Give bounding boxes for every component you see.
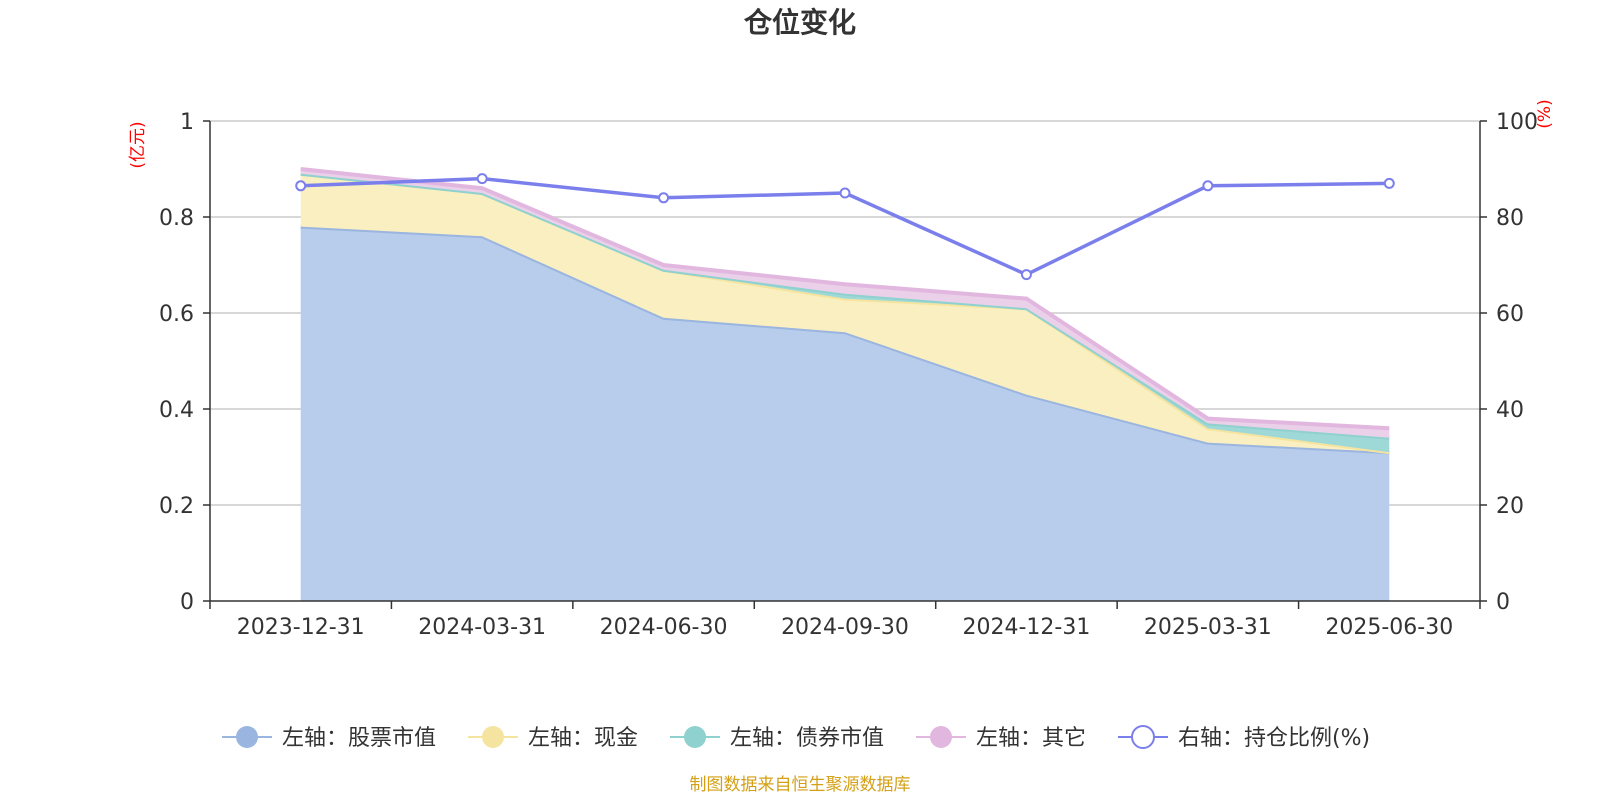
legend-marker-icon bbox=[236, 726, 258, 748]
legend-marker-icon bbox=[1131, 725, 1155, 749]
legend[interactable]: 左轴：股票市值 左轴：现金 左轴：债券市值 左轴：其它 右轴：持仓比例(%) bbox=[222, 725, 1370, 751]
left-tick-label: 0.4 bbox=[159, 398, 194, 423]
legend-marker-icon bbox=[684, 726, 706, 748]
legend-label: 左轴：股票市值 bbox=[282, 726, 436, 751]
right-axis-unit: (%) bbox=[1535, 99, 1555, 128]
position-ratio-line bbox=[295, 173, 1395, 281]
position-ratio-point bbox=[1020, 269, 1032, 281]
right-tick-label: 40 bbox=[1496, 398, 1524, 423]
legend-item-3[interactable]: 左轴：其它 bbox=[916, 726, 1086, 751]
left-tick-label: 0.8 bbox=[159, 206, 194, 231]
legend-label: 右轴：持仓比例(%) bbox=[1178, 726, 1370, 751]
right-tick-label: 20 bbox=[1496, 494, 1524, 519]
legend-item-4[interactable]: 右轴：持仓比例(%) bbox=[1118, 725, 1370, 751]
area-series-line-3 bbox=[300, 167, 1390, 431]
legend-label: 左轴：现金 bbox=[528, 726, 638, 751]
left-tick-label: 1 bbox=[180, 110, 194, 135]
stacked-areas bbox=[300, 167, 1390, 601]
data-source-footer: 制图数据来自恒生聚源数据库 bbox=[690, 775, 911, 795]
area-series-1 bbox=[300, 173, 1390, 453]
x-tick-label: 2024-06-30 bbox=[600, 615, 728, 640]
left-tick-label: 0.6 bbox=[159, 302, 194, 327]
x-tick-label: 2025-03-31 bbox=[1144, 615, 1272, 640]
x-tick-label: 2024-12-31 bbox=[962, 615, 1090, 640]
right-tick-label: 80 bbox=[1496, 206, 1524, 231]
area-series-0 bbox=[300, 226, 1390, 601]
x-tick-label: 2024-03-31 bbox=[418, 615, 546, 640]
position-ratio-point bbox=[295, 180, 307, 192]
x-tick-label: 2024-09-30 bbox=[781, 615, 909, 640]
legend-item-1[interactable]: 左轴：现金 bbox=[468, 726, 638, 751]
legend-item-2[interactable]: 左轴：债券市值 bbox=[670, 726, 884, 751]
x-tick-label: 2025-06-30 bbox=[1325, 615, 1453, 640]
right-tick-label: 100 bbox=[1496, 110, 1538, 135]
position-ratio-point bbox=[658, 192, 670, 204]
legend-label: 左轴：其它 bbox=[976, 726, 1086, 751]
right-tick-label: 60 bbox=[1496, 302, 1524, 327]
left-tick-label: 0.2 bbox=[159, 494, 194, 519]
position-ratio-point bbox=[839, 187, 851, 199]
legend-label: 左轴：债券市值 bbox=[730, 726, 884, 751]
chart-title: 仓位变化 bbox=[744, 6, 856, 39]
legend-item-0[interactable]: 左轴：股票市值 bbox=[222, 726, 436, 751]
legend-marker-icon bbox=[482, 726, 504, 748]
right-tick-label: 0 bbox=[1496, 590, 1510, 615]
position-ratio-point bbox=[1383, 177, 1395, 189]
x-tick-label: 2023-12-31 bbox=[237, 615, 365, 640]
left-tick-label: 0 bbox=[180, 590, 194, 615]
legend-marker-icon bbox=[930, 726, 952, 748]
axes: 0 0.2 0.4 0.6 0.8 1 0 20 40 60 80 100 2023-12-31 2024… bbox=[159, 110, 1538, 640]
left-axis-unit: (亿元) bbox=[128, 121, 148, 168]
position-ratio-point bbox=[476, 173, 488, 185]
position-ratio-point bbox=[1202, 180, 1214, 192]
